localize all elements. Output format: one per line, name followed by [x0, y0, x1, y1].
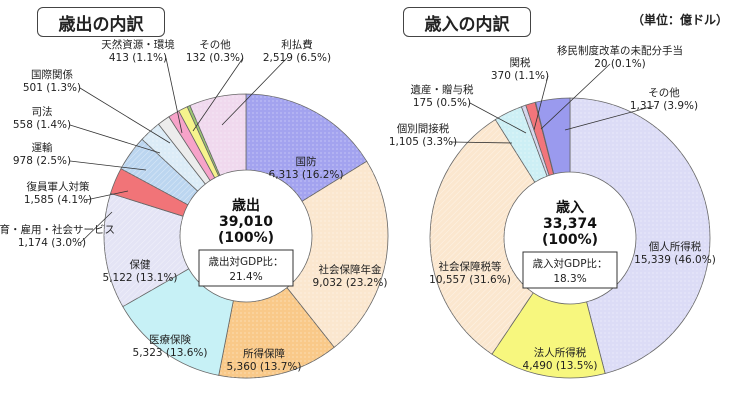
chart0-gdp-ratio-box [198, 249, 294, 287]
chart1-slice-4-name: 遺産・贈与税 [411, 83, 474, 96]
chart0-slice-0-name: 国防 [296, 155, 317, 168]
chart1-slice-0-pattern [570, 98, 710, 374]
chart1-slice-7-value: 1,317 (3.9%) [630, 100, 698, 112]
chart0-slice-1-value: 9,032 (23.2%) [313, 277, 388, 289]
chart1-slice-5-name: 関税 [510, 56, 531, 69]
chart1-slice-4-pattern [521, 105, 550, 177]
chart0-slice-11-name: その他 [199, 38, 231, 51]
chart1-slice-0-name: 個人所得税 [649, 240, 702, 253]
chart0-slice-8-value: 558 (1.4%) [13, 119, 71, 131]
chart1-slice-0-value: 15,339 (46.0%) [634, 254, 716, 266]
chart1-slice-5-value: 370 (1.1%) [491, 70, 549, 82]
chart0-slice-11-value: 132 (0.3%) [186, 52, 244, 64]
chart1-slice-1-value: 4,490 (13.5%) [523, 360, 598, 372]
chart1-slice-3-leader [450, 141, 513, 144]
chart1-slice-3-pattern [495, 106, 548, 183]
expenditure-title: 歳出の内訳 [37, 7, 165, 37]
chart0-gdp-ratio-label: 歳出対GDP比： [208, 255, 283, 268]
chart0-slice-4-pattern [104, 193, 189, 307]
chart1-center-pct: (100%) [542, 232, 598, 248]
revenue-title: 歳入の内訳 [403, 7, 531, 37]
chart1-slice-3-value: 1,105 (3.3%) [389, 136, 457, 148]
chart0-slice-7-leader [69, 160, 147, 171]
chart1-slice-1-name: 法人所得税 [534, 346, 587, 359]
chart1-slice-4-value: 175 (0.5%) [413, 97, 471, 109]
chart1-slice-6-leader [540, 63, 611, 130]
chart0-slice-1-pattern [286, 161, 388, 348]
chart0-slice-3-value: 5,323 (13.6%) [133, 347, 208, 359]
chart0-slice-1-name: 社会保障年金 [319, 263, 382, 276]
chart0-slice-5-value: 1,174 (3.0%) [18, 237, 86, 249]
chart1-slice-6-value: 20 (0.1%) [594, 58, 646, 70]
chart0-slice-4-value: 5,122 (13.1%) [103, 272, 178, 284]
chart0-slice-12-value: 2,519 (6.5%) [263, 52, 331, 64]
chart0-center-label: 歳出 [232, 197, 260, 214]
chart1-slice-3-name: 個別間接税 [397, 122, 450, 135]
chart1-center-total: 33,374 [543, 216, 597, 232]
chart1-slice-2-value: 10,557 (31.6%) [429, 274, 511, 286]
chart1-slice-2-name: 社会保障税等 [439, 260, 502, 273]
chart0-slice-10-name: 天然資源・環境 [101, 38, 175, 51]
chart0-slice-6-leader [85, 190, 129, 201]
unit-note: （単位：億ドル） [632, 13, 729, 27]
chart1-slice-6-name: 移民制度改革の未配分手当 [557, 44, 683, 57]
chart1-gdp-ratio-box [522, 251, 618, 289]
chart0-slice-5-leader [79, 211, 113, 244]
chart0-slice-0-value: 6,313 (16.2%) [269, 169, 344, 181]
chart1-slice-5-leader [533, 75, 549, 131]
chart0-slice-6-value: 1,585 (4.1%) [24, 194, 92, 206]
chart0-slice-7-value: 978 (2.5%) [13, 155, 71, 167]
chart0-slice-0-pattern [246, 94, 367, 202]
chart0-slice-9-name: 国際関係 [31, 69, 73, 81]
chart0-slice-11-leader [192, 57, 244, 132]
chart1-slice-7-leader [564, 105, 655, 131]
chart0-center-total: 39,010 [219, 214, 273, 230]
chart0-slice-8-leader [69, 124, 161, 154]
chart0-slice-7-name: 運輸 [32, 141, 53, 154]
chart0-slice-12-leader [221, 57, 288, 126]
chart0-center-pct: (100%) [218, 230, 274, 246]
chart1-center-label: 歳入 [556, 199, 584, 216]
chart0-slice-4-name: 保健 [130, 258, 151, 271]
chart0-slice-2-name: 所得保障 [243, 347, 285, 360]
chart0-slice-5-name: 教育・雇用・社会サービス [0, 223, 115, 236]
chart0-slice-6-pattern [120, 139, 198, 205]
chart1-slice-7-name: その他 [648, 86, 680, 99]
chart0-slice-2-value: 5,360 (13.7%) [227, 361, 302, 373]
chart0-slice-2-pattern [218, 287, 335, 379]
chart0-slice-7-pattern [142, 124, 206, 192]
chart0-slice-10-value: 413 (1.1%) [109, 52, 167, 64]
chart1-slice-4-leader [469, 102, 527, 134]
chart1-gdp-ratio-label: 歳入対GDP比： [532, 257, 607, 270]
chart0-slice-9-leader [79, 87, 171, 144]
chart0-slice-12-name: 利払費 [281, 38, 313, 51]
chart0-slice-9-value: 501 (1.3%) [23, 82, 81, 94]
chart0-gdp-ratio-value: 21.4% [229, 271, 262, 283]
chart1-slice-2-pattern [430, 119, 535, 355]
chart1-slice-7 [535, 97, 571, 175]
chart1-gdp-ratio-value: 18.3% [553, 273, 586, 285]
chart0-slice-3-name: 医療保険 [149, 333, 191, 346]
chart0-slice-6-name: 復員軍人対策 [27, 180, 90, 193]
chart0-slice-8-name: 司法 [32, 105, 53, 118]
chart0-slice-10-leader [165, 57, 183, 134]
